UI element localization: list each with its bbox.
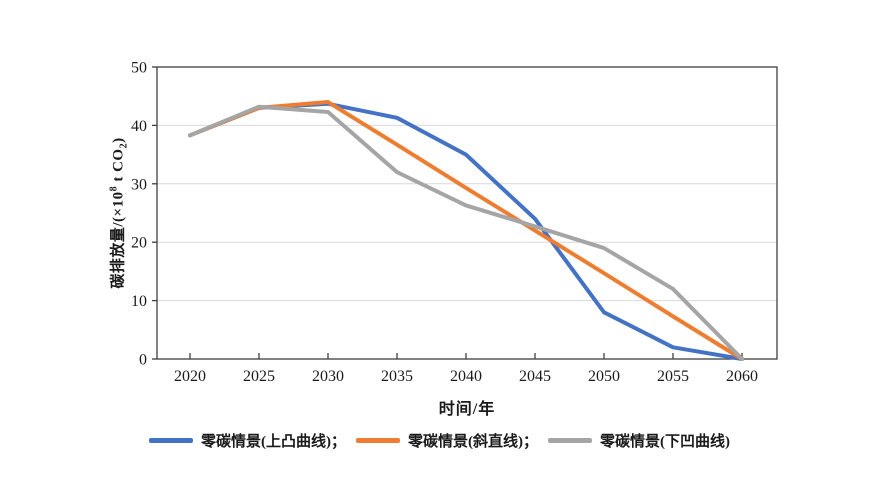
x-tick-label: 2055 <box>657 368 689 385</box>
y-tick-label: 50 <box>131 60 147 77</box>
x-axis-label: 时间/年 <box>438 401 496 418</box>
series-line <box>188 101 744 361</box>
y-axis-label: 碳排放量/(×108 t CO2) <box>107 137 130 288</box>
legend-item: 零碳情景(下凹曲线) <box>548 430 730 451</box>
y-axis-label-text: 碳排放量/(×10 <box>110 191 127 289</box>
y-tick-label: 20 <box>131 235 147 252</box>
legend-item: 零碳情景(斜直线)； <box>356 430 538 451</box>
legend-line-swatch <box>356 438 400 443</box>
y-axis-label-superscript: 8 <box>108 185 120 192</box>
x-tick-label: 2050 <box>588 368 620 385</box>
legend-label: 零碳情景(斜直线)； <box>408 434 538 450</box>
y-tick-label: 10 <box>131 293 147 310</box>
x-tick-label: 2035 <box>381 368 413 385</box>
y-axis-label-close: ) <box>110 137 127 143</box>
legend-label: 零碳情景(上凸曲线)； <box>201 434 346 450</box>
x-tick-label: 2020 <box>174 368 206 385</box>
y-tick-label: 30 <box>131 176 147 193</box>
y-axis-label-subscript: 2 <box>118 142 130 149</box>
legend-line-swatch <box>548 438 592 443</box>
x-tick-label: 2030 <box>312 368 344 385</box>
y-tick-label: 0 <box>139 352 147 369</box>
x-tick-label: 2040 <box>450 368 482 385</box>
y-axis-label-unit: t CO <box>110 148 127 186</box>
series-line <box>188 100 744 361</box>
legend-label: 零碳情景(下凹曲线) <box>600 434 730 450</box>
legend-item: 零碳情景(上凸曲线)； <box>149 430 346 451</box>
plot-border <box>156 66 778 360</box>
series-line <box>188 104 744 361</box>
x-tick-label: 2045 <box>519 368 551 385</box>
x-tick-label: 2025 <box>243 368 275 385</box>
y-tick-label: 40 <box>131 118 147 135</box>
legend-line-swatch <box>149 438 193 443</box>
chart-legend: 零碳情景(上凸曲线)； 零碳情景(斜直线)； 零碳情景(下凹曲线) <box>0 430 879 451</box>
x-tick-label: 2060 <box>726 368 758 385</box>
